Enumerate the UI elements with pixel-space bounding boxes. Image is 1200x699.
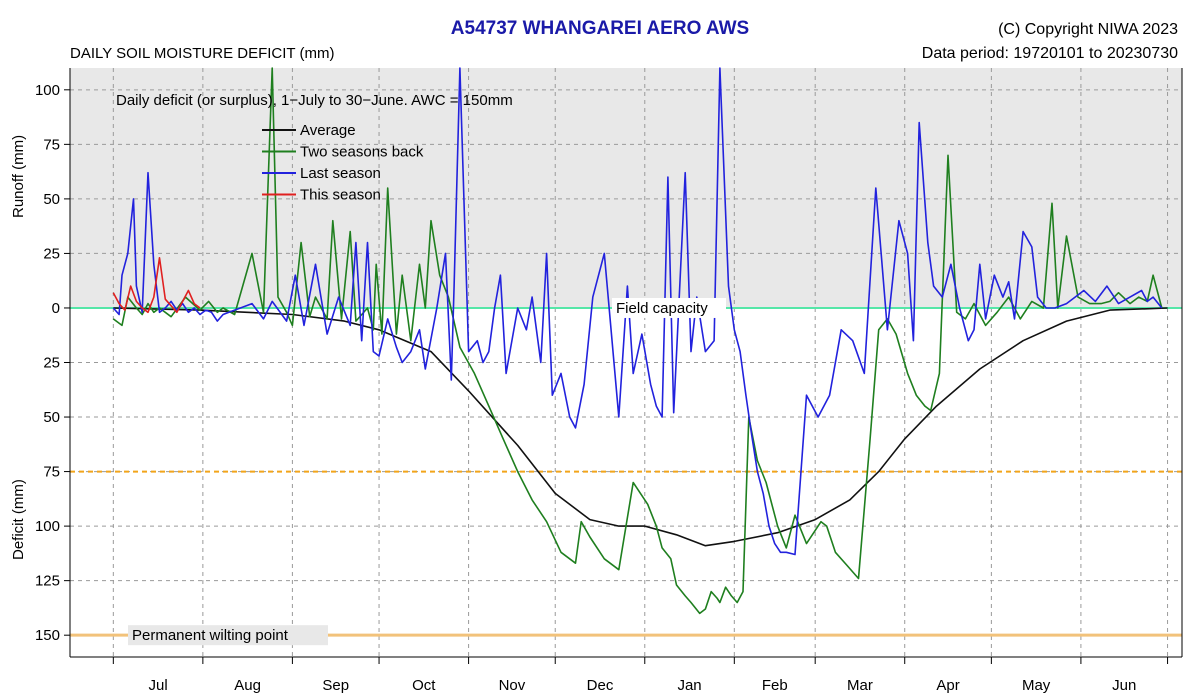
y-tick-label: 150 (35, 627, 60, 644)
x-tick-label: Oct (412, 677, 436, 694)
chart-title: A54737 WHANGAREI AERO AWS (450, 18, 750, 39)
reference-label-bg (128, 625, 328, 646)
data-period-text: Data period: 19720101 to 20230730 (921, 45, 1178, 62)
y-tick-label: 100 (35, 82, 60, 99)
x-tick-label: Apr (936, 677, 959, 694)
series-line-last-season (112, 67, 1163, 556)
y-tick-label: 100 (35, 518, 60, 535)
chart-subtitle: DAILY SOIL MOISTURE DEFICIT (mm) (70, 45, 335, 62)
y-tick-label: 50 (43, 191, 60, 208)
x-tick-label: Jan (677, 677, 701, 694)
field-capacity-label: Field capacity (616, 300, 708, 317)
reference-label-bg (612, 297, 726, 318)
x-tick-label: Jun (1112, 677, 1136, 694)
y-tick-label: 75 (43, 136, 60, 153)
y-tick-label: 0 (52, 300, 60, 317)
y-tick-label: 25 (43, 355, 60, 372)
legend-label: Last season (300, 165, 381, 182)
wilting-point-label: Permanent wilting point (132, 627, 289, 644)
y-tick-label: 75 (43, 464, 60, 481)
x-tick-label: Dec (587, 677, 614, 694)
x-tick-label: Jul (148, 677, 167, 694)
legend-label: Average (300, 122, 356, 139)
x-tick-label: May (1022, 677, 1051, 694)
legend-label: This season (300, 187, 381, 204)
copyright-text: (C) Copyright NIWA 2023 (998, 21, 1178, 38)
x-tick-label: Aug (234, 677, 261, 694)
annotation-text: Daily deficit (or surplus), 1−July to 30… (116, 92, 513, 109)
plot-area: Field capacity Permanent wilting point Dai… (35, 67, 1183, 694)
x-tick-label: Mar (847, 677, 873, 694)
y-tick-label: 125 (35, 573, 60, 590)
y-tick-label: 25 (43, 245, 60, 262)
legend-label: Two seasons back (300, 144, 424, 161)
series-line-average (113, 307, 1168, 547)
x-tick-label: Feb (762, 677, 788, 694)
y-tick-label: 50 (43, 409, 60, 426)
series-line-this-season (112, 256, 201, 314)
x-tick-label: Sep (322, 677, 349, 694)
x-tick-label: Nov (499, 677, 526, 694)
